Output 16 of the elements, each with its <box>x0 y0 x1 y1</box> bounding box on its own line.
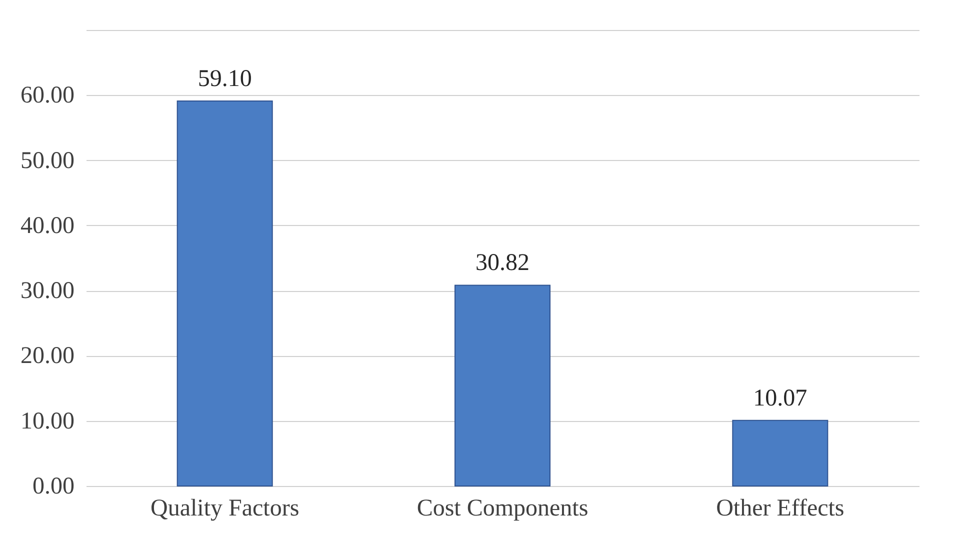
data-label: 10.07 <box>753 385 808 412</box>
y-tick-label: 10.00 <box>20 408 74 434</box>
y-tick-label: 0.00 <box>32 474 74 500</box>
x-tick-label: Quality Factors <box>150 496 300 522</box>
data-label: 30.82 <box>476 250 530 276</box>
x-tick-label: Cost Components <box>416 496 588 522</box>
bar <box>454 284 550 486</box>
y-tick-label: 20.00 <box>20 343 74 370</box>
data-label: 59.10 <box>198 66 252 92</box>
y-tick-label: 40.00 <box>20 212 74 239</box>
y-tick-label: 50.00 <box>20 148 74 174</box>
bar <box>176 100 273 486</box>
y-tick-label: 30.00 <box>20 278 74 304</box>
x-tick-label: Other Effects <box>716 496 844 522</box>
y-tick-label: 60.00 <box>20 82 74 109</box>
bar <box>732 420 828 486</box>
